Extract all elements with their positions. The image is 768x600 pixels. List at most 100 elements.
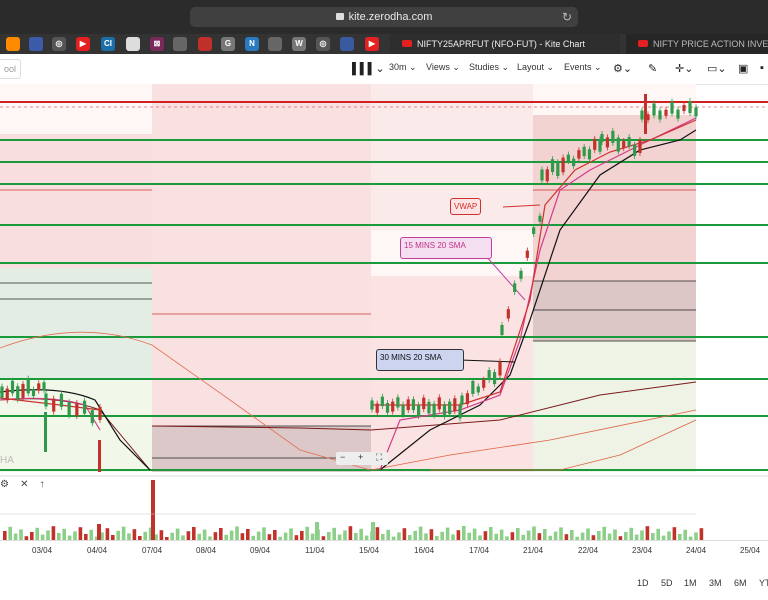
volume-bar (386, 529, 390, 540)
candle-body (82, 400, 87, 414)
volume-bar (138, 536, 142, 540)
tab-kite-chart[interactable]: NIFTY25APRFUT (NFO-FUT) - Kite Chart (390, 34, 620, 54)
chart-icon[interactable] (6, 37, 20, 51)
network-icon[interactable]: ⊠ (150, 37, 164, 51)
youtube-icon[interactable]: ▶ (76, 37, 90, 51)
draw-pencil-icon[interactable]: ✎ (648, 63, 658, 75)
range-button-1m[interactable]: 1M (684, 578, 697, 588)
volume-bar (251, 535, 255, 540)
volume-bar (624, 532, 628, 540)
volume-bar (494, 533, 498, 540)
volume-bar (489, 527, 493, 540)
reload-icon[interactable]: ↻ (561, 10, 572, 24)
tab-nifty-price-action[interactable]: NIFTY PRICE ACTION INVEST (626, 34, 768, 54)
more-icon[interactable]: ▪ (760, 62, 764, 74)
zone-green (0, 268, 152, 378)
n-icon[interactable]: N (245, 37, 259, 51)
volume-bar (478, 535, 482, 540)
candle-body (31, 389, 36, 397)
close-icon[interactable]: ✕ (20, 479, 29, 490)
volume-bar (267, 534, 272, 540)
volume-bar (451, 534, 455, 540)
volume-bar (321, 536, 326, 540)
fit-screen-button[interactable]: ⛶ (376, 452, 383, 462)
gear-icon[interactable]: ⚙ (0, 479, 9, 490)
zoom-in-button[interactable]: + (358, 452, 364, 462)
ci-icon[interactable]: CI (101, 37, 115, 51)
bag2-icon[interactable] (268, 37, 282, 51)
candle-body (375, 403, 379, 413)
volume-bar (445, 527, 450, 540)
candle-body (98, 440, 101, 472)
ma-curve (370, 409, 697, 471)
w-icon[interactable]: W (292, 37, 306, 51)
volume-bar (30, 532, 34, 540)
candle-body (498, 361, 502, 376)
search-input[interactable]: ool (0, 59, 21, 79)
views-menu[interactable]: Views ⌄ (426, 62, 460, 72)
youtube2-icon[interactable]: ▶ (365, 37, 379, 51)
tab-title: NIFTY PRICE ACTION INVEST (653, 39, 768, 49)
range-button-yt[interactable]: YT (759, 578, 768, 588)
studies-menu[interactable]: Studies ⌄ (469, 62, 510, 72)
candle-body (600, 134, 604, 142)
youtube-tab-icon (402, 40, 412, 47)
zoom-out-button[interactable]: − (340, 452, 346, 462)
interval-select[interactable]: 30m ⌄ (389, 62, 417, 72)
volume-bar (78, 527, 83, 540)
address-bar[interactable]: kite.zerodha.com ↻ (190, 7, 578, 27)
volume-study-controls: ⚙ ✕ ↑ (0, 479, 45, 490)
range-button-6m[interactable]: 6M (734, 578, 747, 588)
volume-bar (505, 536, 509, 540)
candle-body (401, 404, 405, 416)
globe-icon[interactable] (340, 37, 354, 51)
g-icon[interactable]: G (221, 37, 235, 51)
vwap-pointer (502, 204, 541, 208)
candle-body (638, 139, 642, 153)
tab-title: NIFTY25APRFUT (NFO-FUT) - Kite Chart (417, 39, 585, 49)
volume-bar (94, 536, 99, 540)
range-button-5d[interactable]: 5D (661, 578, 673, 588)
flag-icon[interactable] (198, 37, 212, 51)
layout-menu[interactable]: Layout ⌄ (517, 62, 555, 72)
candle-body (644, 94, 647, 134)
volume-bar (224, 534, 228, 540)
events-menu[interactable]: Events ⌄ (564, 62, 602, 72)
candle-body (416, 404, 421, 416)
volume-bar (202, 529, 207, 540)
candle-body (538, 215, 542, 222)
doc-icon[interactable] (126, 37, 140, 51)
volume-bar (175, 528, 180, 540)
volume-bar (159, 530, 164, 540)
settings-icon[interactable]: ⚙⌄ (613, 63, 633, 75)
price-chart[interactable] (0, 84, 768, 570)
save-icon[interactable] (29, 37, 43, 51)
screenshot-icon[interactable]: ▣ (738, 63, 749, 75)
bag-icon[interactable] (173, 37, 187, 51)
ema-curve (0, 331, 371, 471)
candle-body (582, 146, 586, 157)
candle-body (598, 139, 602, 152)
watermark: HA (0, 455, 14, 466)
candle-body (577, 150, 581, 159)
volume-bar (371, 522, 375, 540)
volume-bar (381, 534, 385, 540)
arrow-up-icon[interactable]: ↑ (39, 479, 45, 490)
volume-bar (273, 530, 277, 540)
volume-bar (467, 532, 471, 540)
volume-bar (375, 527, 380, 540)
candle-body (605, 137, 610, 148)
candles-icon[interactable]: ▌▌▌⌄ (352, 63, 385, 75)
crosshair-icon[interactable]: ✛⌄ (675, 63, 694, 75)
volume-bar (559, 527, 563, 540)
chart-toolbar: ool ▌▌▌⌄ 30m ⌄ Views ⌄ Studies ⌄ Layout … (0, 54, 768, 85)
circle2-icon[interactable]: ◎ (316, 37, 330, 51)
message-icon[interactable]: ▭⌄ (707, 63, 727, 75)
range-button-3m[interactable]: 3M (709, 578, 722, 588)
candle-body (0, 386, 4, 398)
range-button-1d[interactable]: 1D (637, 578, 649, 588)
volume-bar (151, 480, 155, 540)
zone-red (371, 276, 533, 472)
volume-bar (3, 531, 7, 540)
circle-icon[interactable]: ◎ (52, 37, 66, 51)
